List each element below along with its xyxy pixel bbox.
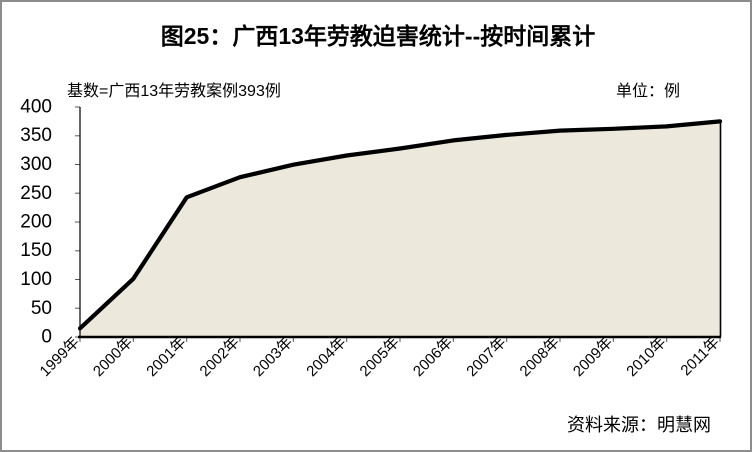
svg-text:350: 350 bbox=[20, 125, 52, 146]
svg-text:0: 0 bbox=[41, 327, 52, 348]
svg-text:2000年: 2000年 bbox=[90, 334, 136, 380]
svg-text:200: 200 bbox=[20, 212, 52, 233]
svg-text:50: 50 bbox=[31, 298, 52, 319]
svg-text:300: 300 bbox=[20, 154, 52, 175]
svg-text:2008年: 2008年 bbox=[517, 334, 563, 380]
svg-text:2009年: 2009年 bbox=[570, 334, 616, 380]
svg-text:2001年: 2001年 bbox=[143, 334, 189, 380]
svg-text:150: 150 bbox=[20, 240, 52, 261]
svg-text:2006年: 2006年 bbox=[410, 334, 456, 380]
svg-text:2003年: 2003年 bbox=[250, 334, 296, 380]
svg-text:2002年: 2002年 bbox=[197, 334, 243, 380]
svg-text:2011年: 2011年 bbox=[677, 334, 722, 379]
svg-text:2010年: 2010年 bbox=[623, 334, 669, 380]
svg-text:2004年: 2004年 bbox=[303, 334, 349, 380]
svg-text:400: 400 bbox=[20, 97, 52, 118]
svg-text:2005年: 2005年 bbox=[357, 334, 403, 380]
svg-text:100: 100 bbox=[20, 269, 52, 290]
svg-text:2007年: 2007年 bbox=[463, 334, 509, 380]
svg-text:250: 250 bbox=[20, 183, 52, 204]
